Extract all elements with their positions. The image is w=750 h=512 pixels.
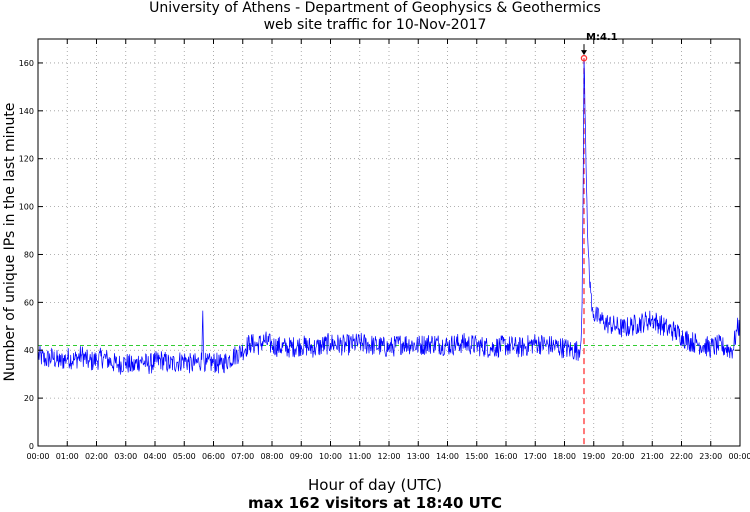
x-tick-label: 10:00 [319, 452, 342, 461]
event-arrow-head [581, 50, 587, 56]
x-tick-label: 16:00 [494, 452, 517, 461]
y-tick-layer: 0 20 40 60 80 100 120 140 160 [19, 59, 740, 451]
x-tick-label: 07:00 [231, 452, 254, 461]
x-tick-label: 11:00 [348, 452, 371, 461]
x-tick-label: 17:00 [524, 452, 547, 461]
x-tick-label: 18:00 [553, 452, 576, 461]
x-tick-label: 00:00 [26, 452, 49, 461]
max-marker [580, 54, 588, 62]
x-tick-label: 12:00 [377, 452, 400, 461]
plot-frame [37, 38, 741, 447]
y-tick-label: 20 [24, 394, 34, 403]
x-tick-label: 00:00 [728, 452, 750, 461]
x-tick-label: 02:00 [85, 452, 108, 461]
series-layer [37, 59, 741, 375]
y-tick-label: 40 [24, 346, 34, 355]
x-tick-label: 06:00 [202, 452, 225, 461]
y-tick-label: 140 [19, 107, 34, 116]
y-tick-label: 0 [29, 442, 34, 451]
y-tick-label: 60 [24, 298, 34, 307]
x-tick-label: 20:00 [611, 452, 634, 461]
annotation-layer: M:4.1 [580, 32, 618, 62]
x-tick-label: 03:00 [114, 452, 137, 461]
x-tick-label: 08:00 [260, 452, 283, 461]
x-axis-label: Hour of day (UTC) [308, 476, 442, 494]
grid-lines [38, 39, 740, 446]
x-tick-label: 01:00 [56, 452, 79, 461]
x-tick-label: 23:00 [699, 452, 722, 461]
x-tick-label: 09:00 [290, 452, 313, 461]
chart-subtitle: web site traffic for 10-Nov-2017 [263, 17, 487, 33]
x-tick-label: 19:00 [582, 452, 605, 461]
x-tick-label: 05:00 [173, 452, 196, 461]
y-tick-label: 100 [19, 203, 34, 212]
x-tick-label: 21:00 [641, 452, 664, 461]
chart-title: University of Athens - Department of Geo… [149, 0, 601, 16]
y-tick-label: 160 [19, 59, 34, 68]
max-visitors-summary: max 162 visitors at 18:40 UTC [247, 494, 503, 512]
y-tick-label: 80 [24, 250, 34, 259]
x-tick-label: 13:00 [407, 452, 430, 461]
x-tick-label: 15:00 [465, 452, 488, 461]
y-axis-label: Number of unique IPs in the last minute [2, 102, 18, 382]
y-tick-label: 120 [19, 155, 34, 164]
x-tick-label: 04:00 [143, 452, 166, 461]
x-tick-layer: 00:00 01:00 02:00 03:00 04:00 05:00 06:00 07:00… [26, 39, 750, 461]
event-label: M:4.1 [586, 32, 618, 43]
traffic-series-line [37, 59, 741, 375]
x-tick-label: 14:00 [436, 452, 459, 461]
x-tick-label: 22:00 [670, 452, 693, 461]
